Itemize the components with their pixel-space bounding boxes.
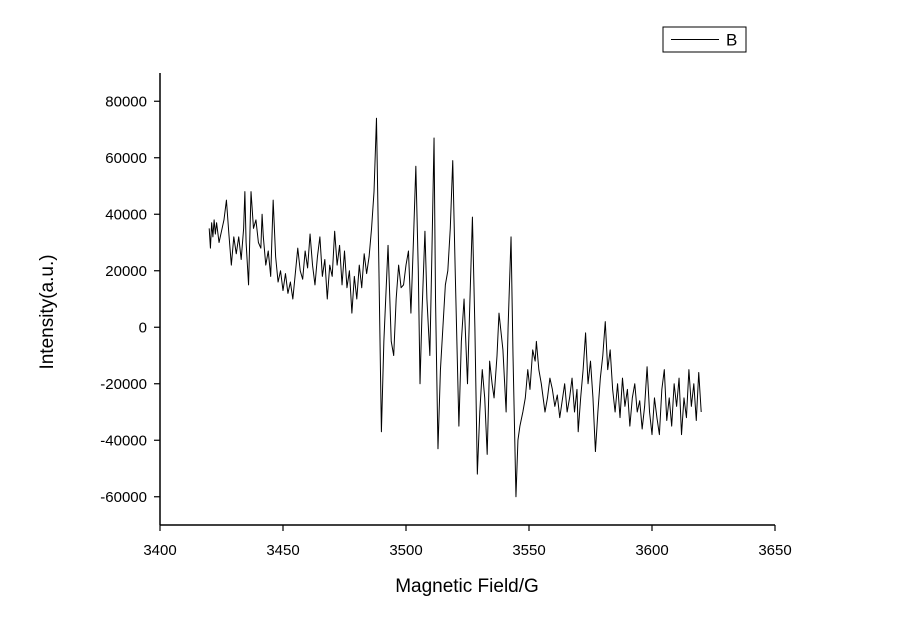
legend-label: B <box>726 31 737 50</box>
y-tick-label: 60000 <box>105 150 147 167</box>
x-tick-label: 3650 <box>758 542 791 559</box>
y-tick-label: 80000 <box>105 93 147 110</box>
data-line <box>208 117 702 498</box>
x-tick-label: 3500 <box>389 542 422 559</box>
x-tick-label: 3600 <box>635 542 668 559</box>
y-axis-label: Intensity(a.u.) <box>37 254 58 369</box>
y-tick-label: 40000 <box>105 206 147 223</box>
y-tick-label: -40000 <box>100 432 147 449</box>
y-tick-label: -60000 <box>100 489 147 506</box>
y-tick-label: 20000 <box>105 263 147 280</box>
x-tick-label: 3450 <box>266 542 299 559</box>
x-tick-label: 3550 <box>512 542 545 559</box>
y-tick-label: -20000 <box>100 376 147 393</box>
x-axis-label: Magnetic Field/G <box>395 576 539 597</box>
x-tick-label: 3400 <box>143 542 176 559</box>
y-tick-label: 0 <box>139 319 147 336</box>
